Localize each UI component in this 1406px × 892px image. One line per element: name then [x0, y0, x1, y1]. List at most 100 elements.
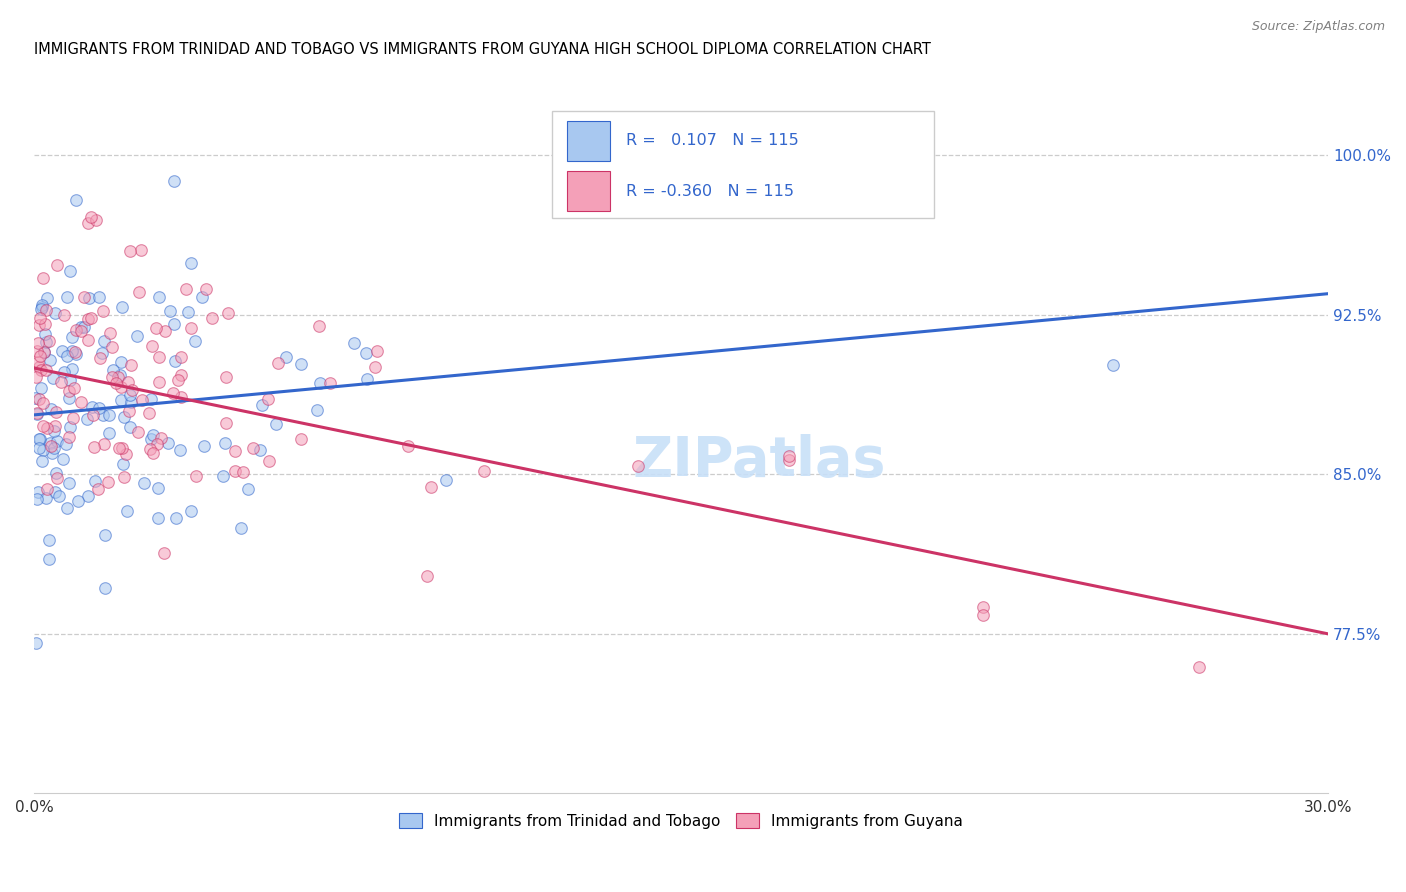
Point [105, 376, 128, 390]
Point [44, 418, 66, 433]
Point [62, 343, 84, 358]
Point [110, 380, 132, 394]
Point [398, 439, 420, 453]
Point [97, 425, 120, 440]
Point [59, 420, 82, 434]
Point [98, 326, 121, 340]
Point [82, 401, 104, 415]
Point [60, 362, 83, 376]
Point [472, 464, 495, 478]
Point [42, 441, 65, 455]
Point [79, 291, 101, 305]
Point [148, 481, 170, 495]
Point [415, 569, 437, 583]
Text: R =   0.107   N = 115: R = 0.107 N = 115 [626, 134, 799, 148]
Point [25, 369, 48, 384]
Point [972, 607, 994, 622]
Point [42, 424, 65, 438]
Point [73, 320, 96, 334]
Point [115, 447, 138, 461]
Point [65, 194, 87, 208]
Point [28, 318, 51, 332]
Point [148, 350, 170, 364]
Point [41, 446, 63, 460]
Point [42, 371, 65, 385]
Point [77, 217, 100, 231]
Point [308, 318, 330, 333]
Point [257, 454, 280, 468]
Point [177, 305, 200, 319]
Point [28, 432, 51, 446]
Point [138, 406, 160, 420]
FancyBboxPatch shape [553, 111, 934, 218]
Point [127, 329, 149, 343]
Point [163, 318, 186, 332]
Point [264, 417, 287, 432]
Point [77, 311, 100, 326]
Point [46, 258, 69, 272]
Point [163, 174, 186, 188]
Point [1101, 359, 1123, 373]
Legend: Immigrants from Trinidad and Tobago, Immigrants from Guyana: Immigrants from Trinidad and Tobago, Imm… [394, 806, 969, 835]
Point [153, 324, 176, 338]
Point [35, 291, 58, 305]
Point [169, 351, 191, 365]
Point [434, 473, 457, 487]
Point [27, 354, 49, 368]
Point [120, 358, 142, 372]
Point [58, 430, 80, 444]
Point [87, 401, 110, 415]
Point [28, 310, 51, 325]
Point [148, 376, 170, 390]
Point [89, 351, 111, 365]
Point [118, 403, 141, 417]
Point [84, 213, 107, 227]
Point [107, 369, 129, 384]
Point [69, 324, 91, 338]
Point [232, 465, 254, 479]
Text: ZIPatlas: ZIPatlas [633, 434, 886, 488]
Point [35, 303, 58, 318]
Point [110, 355, 132, 369]
Point [35, 335, 58, 350]
Point [215, 369, 238, 384]
Point [778, 449, 800, 463]
Point [118, 244, 141, 259]
Point [165, 510, 187, 524]
Point [128, 285, 150, 300]
Point [76, 334, 98, 348]
Point [25, 636, 48, 650]
Point [32, 345, 55, 359]
Point [111, 441, 134, 455]
Point [318, 376, 340, 391]
Point [108, 441, 131, 455]
Point [159, 304, 181, 318]
Point [193, 439, 215, 453]
Point [70, 394, 93, 409]
Point [363, 360, 385, 375]
Point [97, 475, 120, 489]
Point [31, 300, 53, 314]
Point [101, 369, 124, 384]
Point [44, 485, 66, 500]
Point [58, 384, 80, 398]
Point [56, 500, 79, 515]
Point [80, 210, 103, 224]
Bar [568, 120, 610, 161]
Point [76, 412, 98, 426]
Point [224, 464, 246, 478]
Point [778, 453, 800, 467]
Point [290, 432, 312, 446]
Point [59, 374, 82, 388]
Point [180, 504, 202, 518]
Point [30, 381, 52, 395]
Point [242, 441, 264, 455]
Point [49, 375, 72, 389]
Point [32, 344, 55, 359]
Point [32, 443, 55, 458]
Point [80, 311, 103, 326]
Point [44, 306, 66, 320]
Point [83, 440, 105, 454]
Point [84, 475, 107, 489]
Point [93, 528, 115, 542]
